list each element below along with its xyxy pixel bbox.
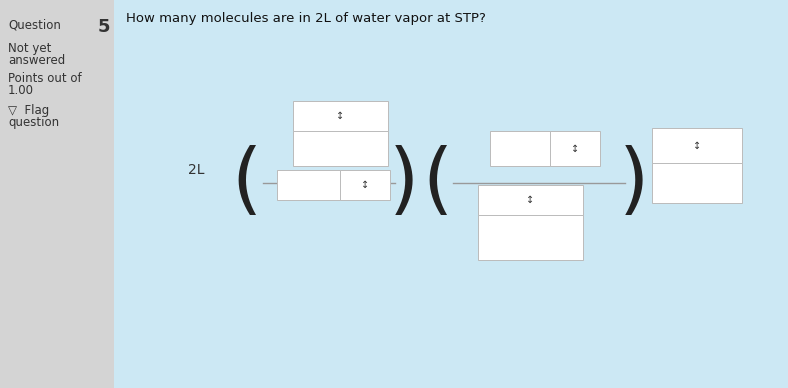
Bar	[490, 131, 550, 166]
Text: ): )	[619, 145, 649, 221]
Bar	[114, 0, 788, 388]
Text: Points out of: Points out of	[8, 72, 82, 85]
Text: ): )	[388, 145, 419, 221]
Text: 2L: 2L	[188, 163, 205, 177]
Text: question: question	[8, 116, 59, 129]
Bar	[293, 131, 388, 166]
Text: ↕: ↕	[693, 140, 701, 151]
Bar	[652, 128, 742, 163]
Text: ↕: ↕	[361, 180, 369, 190]
Bar	[550, 131, 600, 166]
Text: ▽  Flag: ▽ Flag	[8, 104, 49, 117]
Bar	[478, 215, 583, 260]
Bar	[340, 170, 390, 200]
Text: Not yet: Not yet	[8, 42, 51, 55]
Text: Question: Question	[8, 18, 61, 31]
Text: ↕: ↕	[526, 195, 534, 205]
Text: ↕: ↕	[336, 111, 344, 121]
Bar	[293, 101, 388, 131]
Text: How many molecules are in 2L of water vapor at STP?: How many molecules are in 2L of water va…	[126, 12, 486, 25]
Text: (: (	[232, 145, 262, 221]
Bar	[478, 185, 583, 215]
Text: (: (	[423, 145, 453, 221]
Bar	[652, 163, 742, 203]
Text: 5: 5	[98, 18, 110, 36]
Text: 1.00: 1.00	[8, 84, 34, 97]
Text: answered: answered	[8, 54, 65, 67]
Bar	[277, 170, 340, 200]
Bar	[0, 0, 114, 388]
Text: ↕: ↕	[571, 144, 579, 154]
